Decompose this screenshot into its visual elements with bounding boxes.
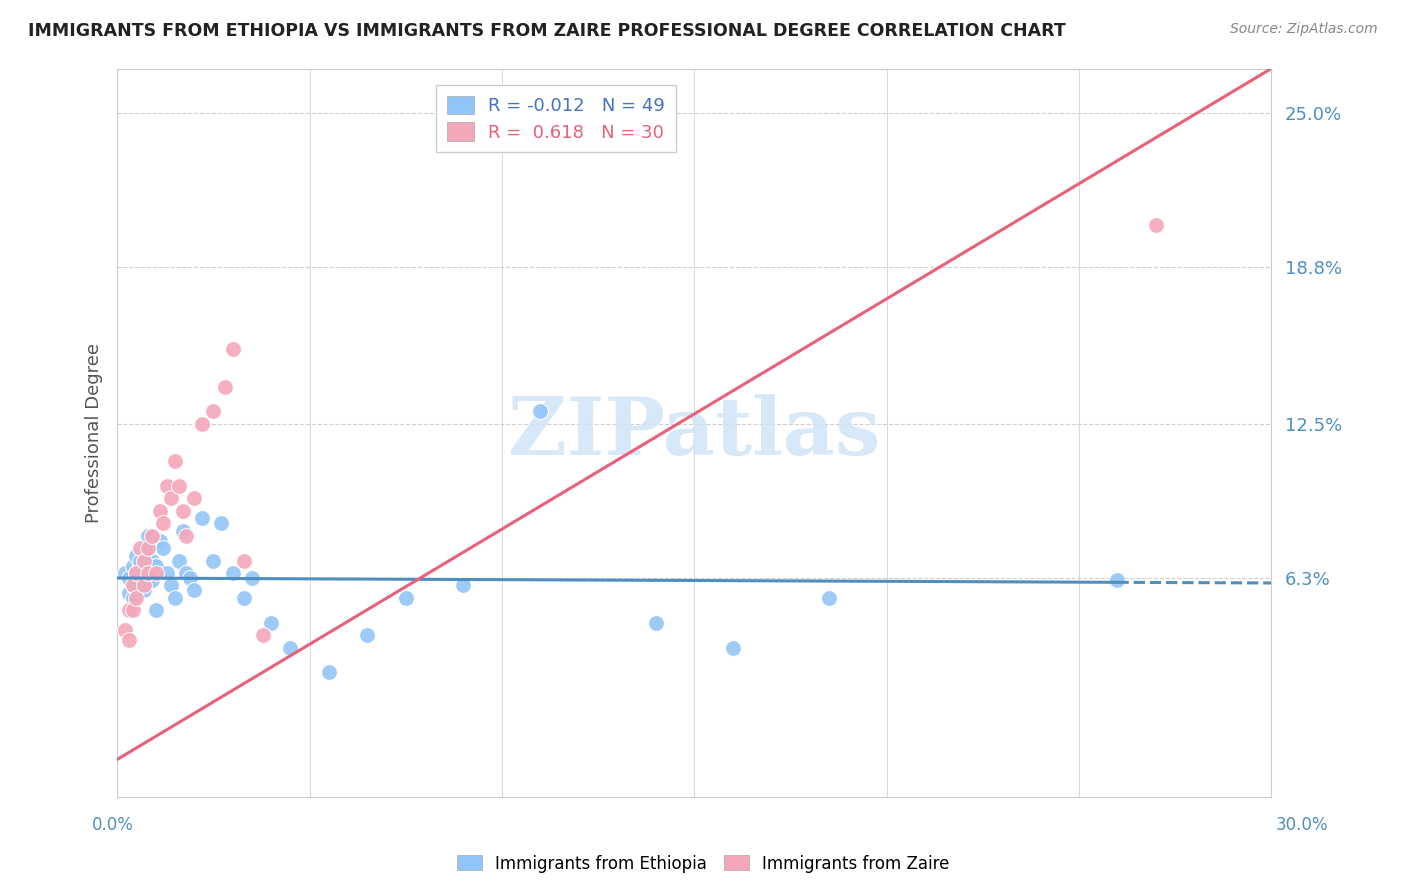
Point <box>141 574 163 588</box>
Point <box>260 615 283 630</box>
Point <box>114 566 136 580</box>
Point <box>134 541 156 556</box>
Point <box>163 591 186 605</box>
Point <box>152 516 174 531</box>
Point <box>121 603 143 617</box>
Text: IMMIGRANTS FROM ETHIOPIA VS IMMIGRANTS FROM ZAIRE PROFESSIONAL DEGREE CORRELATIO: IMMIGRANTS FROM ETHIOPIA VS IMMIGRANTS F… <box>28 22 1066 40</box>
Point <box>818 591 841 605</box>
Text: 30.0%: 30.0% <box>1277 816 1329 834</box>
Point <box>134 566 156 580</box>
Legend: Immigrants from Ethiopia, Immigrants from Zaire: Immigrants from Ethiopia, Immigrants fro… <box>450 848 956 880</box>
Point <box>1144 218 1167 232</box>
Point <box>136 529 159 543</box>
Text: 0.0%: 0.0% <box>91 816 134 834</box>
Point <box>179 571 201 585</box>
Point <box>136 541 159 556</box>
Point <box>183 583 205 598</box>
Point <box>395 591 418 605</box>
Point <box>121 578 143 592</box>
Point <box>221 343 243 357</box>
Point <box>202 404 225 418</box>
Legend: R = -0.012   N = 49, R =  0.618   N = 30: R = -0.012 N = 49, R = 0.618 N = 30 <box>436 85 676 153</box>
Point <box>129 558 152 573</box>
Point <box>121 578 143 592</box>
Point <box>233 553 256 567</box>
Point <box>136 566 159 580</box>
Point <box>145 603 167 617</box>
Point <box>160 578 183 592</box>
Point <box>191 511 214 525</box>
Point <box>136 571 159 585</box>
Point <box>125 583 148 598</box>
Point <box>118 571 141 585</box>
Point <box>121 591 143 605</box>
Point <box>278 640 301 655</box>
Point <box>160 491 183 506</box>
Point <box>134 583 156 598</box>
Point <box>152 541 174 556</box>
Point <box>163 454 186 468</box>
Point <box>167 479 190 493</box>
Point <box>644 615 666 630</box>
Point <box>129 553 152 567</box>
Point <box>167 553 190 567</box>
Point <box>125 591 148 605</box>
Y-axis label: Professional Degree: Professional Degree <box>86 343 103 523</box>
Point <box>125 566 148 580</box>
Point <box>145 558 167 573</box>
Point <box>176 566 198 580</box>
Point <box>141 529 163 543</box>
Text: Source: ZipAtlas.com: Source: ZipAtlas.com <box>1230 22 1378 37</box>
Point <box>221 566 243 580</box>
Point <box>156 479 179 493</box>
Point <box>356 628 378 642</box>
Point <box>318 665 340 680</box>
Point <box>1107 574 1129 588</box>
Point <box>529 404 551 418</box>
Point <box>191 417 214 431</box>
Point <box>125 574 148 588</box>
Point <box>148 533 170 548</box>
Point <box>233 591 256 605</box>
Point <box>118 586 141 600</box>
Point <box>721 640 744 655</box>
Point <box>134 553 156 567</box>
Point <box>134 578 156 592</box>
Point <box>141 553 163 567</box>
Point <box>202 553 225 567</box>
Point <box>148 504 170 518</box>
Text: ZIPatlas: ZIPatlas <box>508 393 880 472</box>
Point <box>209 516 232 531</box>
Point <box>176 529 198 543</box>
Point <box>145 566 167 580</box>
Point <box>172 524 194 538</box>
Point <box>129 578 152 592</box>
Point <box>156 566 179 580</box>
Point <box>118 603 141 617</box>
Point <box>114 624 136 638</box>
Point <box>125 566 148 580</box>
Point <box>240 571 263 585</box>
Point <box>453 578 475 592</box>
Point <box>172 504 194 518</box>
Point <box>252 628 274 642</box>
Point <box>214 379 236 393</box>
Point <box>125 549 148 563</box>
Point <box>129 541 152 556</box>
Point <box>183 491 205 506</box>
Point <box>118 633 141 648</box>
Point <box>121 558 143 573</box>
